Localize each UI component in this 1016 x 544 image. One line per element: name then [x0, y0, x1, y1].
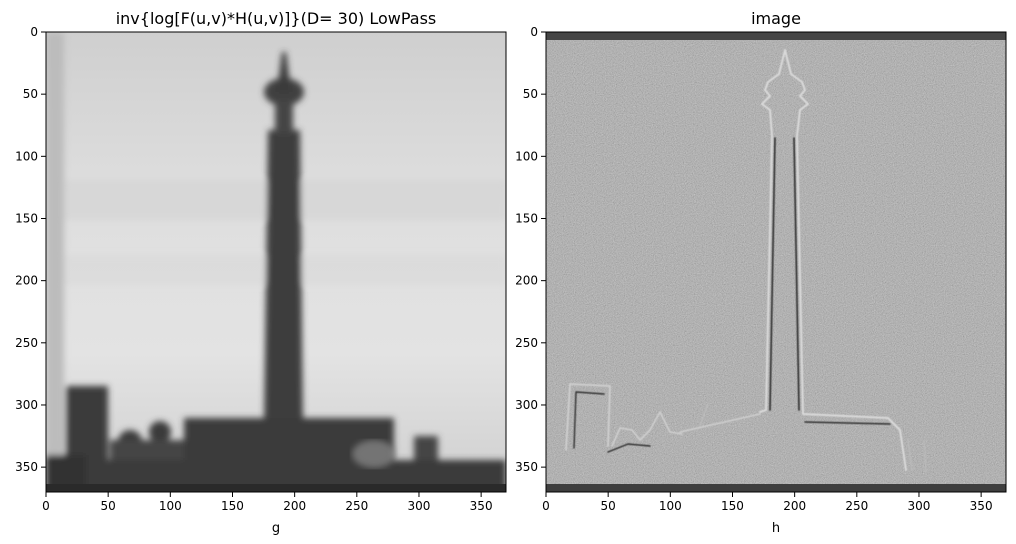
left-ytick-label: 50	[23, 87, 38, 101]
right-xtick-label: 0	[542, 499, 550, 513]
right-ytick-label: 200	[515, 274, 538, 288]
right-ytick-label: 150	[515, 211, 538, 225]
left-ytick-label: 150	[15, 211, 38, 225]
right-ytick-label: 250	[515, 336, 538, 350]
left-ytick-label: 0	[30, 25, 38, 39]
right-axes: image	[515, 9, 1007, 536]
right-ytick-label: 100	[515, 149, 538, 163]
right-xtick-label: 100	[659, 499, 682, 513]
left-xtick-label: 350	[470, 499, 493, 513]
left-xlabel: g	[272, 521, 280, 536]
right-xtick-label: 50	[601, 499, 616, 513]
left-xtick-label: 50	[101, 499, 116, 513]
left-frame	[45, 31, 507, 493]
right-xtick-label: 350	[970, 499, 993, 513]
left-image	[46, 32, 506, 492]
right-ytick-label: 50	[523, 87, 538, 101]
left-ytick-label: 350	[15, 460, 38, 474]
left-xtick-label: 200	[283, 499, 306, 513]
left-ytick-label: 300	[15, 398, 38, 412]
right-ytick-label: 0	[530, 25, 538, 39]
right-ytick-label: 300	[515, 398, 538, 412]
right-xtick-label: 150	[721, 499, 744, 513]
right-xtick-label: 250	[845, 499, 868, 513]
left-xtick-label: 0	[42, 499, 50, 513]
right-image	[546, 32, 1006, 492]
left-xtick-label: 150	[221, 499, 244, 513]
right-xtick-label: 300	[908, 499, 931, 513]
left-xaxis: 0 50 100 150 200 250 300 350	[42, 492, 493, 513]
right-xlabel: h	[772, 521, 780, 536]
left-xtick-label: 100	[159, 499, 182, 513]
left-xtick-label: 250	[345, 499, 368, 513]
right-xaxis: 0 50 100 150 200 250 300 350	[542, 492, 993, 513]
left-title: inv{log[F(u,v)*H(u,v)]}(D= 30) LowPass	[116, 9, 437, 28]
left-ytick-label: 250	[15, 336, 38, 350]
right-ytick-label: 350	[515, 460, 538, 474]
right-yaxis: 0 50 100 150 200 250 300 350	[515, 25, 546, 474]
left-ytick-label: 100	[15, 149, 38, 163]
left-yaxis: 0 50 100 150 200 250 300 350	[15, 25, 46, 474]
right-frame	[545, 31, 1007, 493]
left-ytick-label: 200	[15, 274, 38, 288]
right-title: image	[751, 9, 801, 28]
left-axes: inv{log[F(u,v)*H(u,v)]}(D= 30) LowPass	[15, 9, 507, 536]
left-xtick-label: 300	[408, 499, 431, 513]
right-xtick-label: 200	[783, 499, 806, 513]
